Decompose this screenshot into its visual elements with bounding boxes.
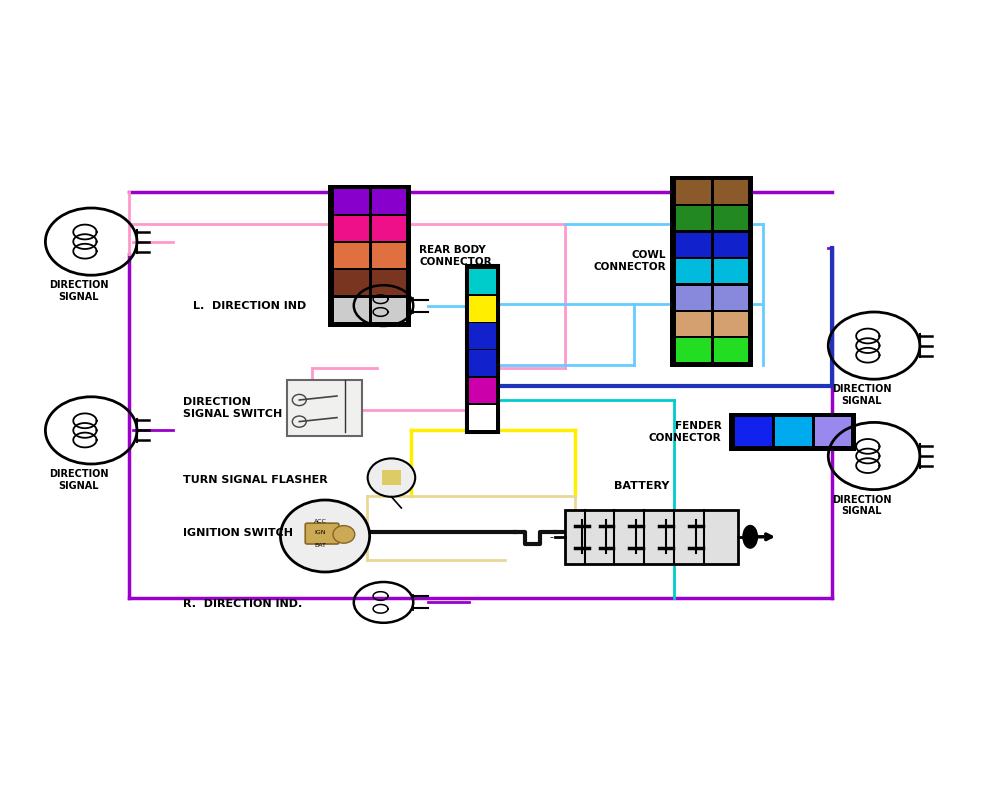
Bar (328, 185, 411, 327)
Bar (676, 206, 711, 230)
Text: R.  DIRECTION IND.: R. DIRECTION IND. (183, 599, 302, 609)
Text: FENDER
CONNECTOR: FENDER CONNECTOR (649, 421, 721, 443)
Bar (334, 189, 369, 214)
Bar (334, 298, 369, 322)
Bar (334, 243, 369, 268)
Bar (714, 233, 748, 257)
Text: REAR BODY
CONNECTOR: REAR BODY CONNECTOR (419, 245, 492, 266)
Bar (676, 180, 711, 204)
Text: DIRECTION
SIGNAL SWITCH: DIRECTION SIGNAL SWITCH (183, 397, 282, 419)
Circle shape (333, 526, 355, 543)
Bar (676, 338, 711, 362)
Text: BATTERY: BATTERY (614, 482, 670, 491)
Bar (735, 417, 772, 446)
Circle shape (280, 500, 370, 572)
Bar (714, 312, 748, 336)
Bar (815, 417, 851, 446)
Text: DIRECTION
SIGNAL: DIRECTION SIGNAL (49, 469, 108, 490)
Text: TURN SIGNAL FLASHER: TURN SIGNAL FLASHER (183, 475, 328, 485)
Bar (714, 180, 748, 204)
Bar (469, 378, 496, 403)
Bar (714, 259, 748, 283)
Bar (729, 413, 856, 451)
Bar (287, 380, 362, 436)
Bar (676, 259, 711, 283)
Bar (469, 323, 496, 349)
Bar (372, 270, 406, 295)
Bar (775, 417, 812, 446)
Text: DIRECTION
SIGNAL: DIRECTION SIGNAL (831, 384, 891, 406)
Bar (469, 296, 496, 322)
Bar (469, 269, 496, 294)
Text: COWL
CONNECTOR: COWL CONNECTOR (594, 250, 666, 271)
Text: DIRECTION
SIGNAL: DIRECTION SIGNAL (49, 280, 108, 302)
Circle shape (368, 458, 415, 497)
Text: -: - (549, 532, 553, 542)
Bar (382, 470, 401, 485)
Text: DIRECTION
SIGNAL: DIRECTION SIGNAL (831, 494, 891, 516)
Bar (565, 510, 738, 564)
FancyBboxPatch shape (305, 523, 339, 544)
Bar (469, 350, 496, 376)
Bar (676, 233, 711, 257)
Bar (334, 216, 369, 241)
Text: IGNITION SWITCH: IGNITION SWITCH (183, 528, 293, 538)
Bar (372, 216, 406, 241)
Bar (372, 243, 406, 268)
Ellipse shape (742, 525, 758, 549)
Bar (670, 176, 753, 367)
Bar (714, 286, 748, 310)
Bar (469, 405, 496, 430)
Text: L.  DIRECTION IND: L. DIRECTION IND (193, 301, 306, 310)
Text: BAT: BAT (314, 543, 326, 548)
Text: ACC: ACC (314, 519, 326, 524)
Bar (334, 270, 369, 295)
Bar (372, 189, 406, 214)
Bar (714, 206, 748, 230)
Bar (676, 286, 711, 310)
Bar (714, 338, 748, 362)
Bar (676, 312, 711, 336)
Bar (372, 298, 406, 322)
Text: IGN: IGN (314, 530, 326, 535)
Bar (466, 265, 499, 433)
